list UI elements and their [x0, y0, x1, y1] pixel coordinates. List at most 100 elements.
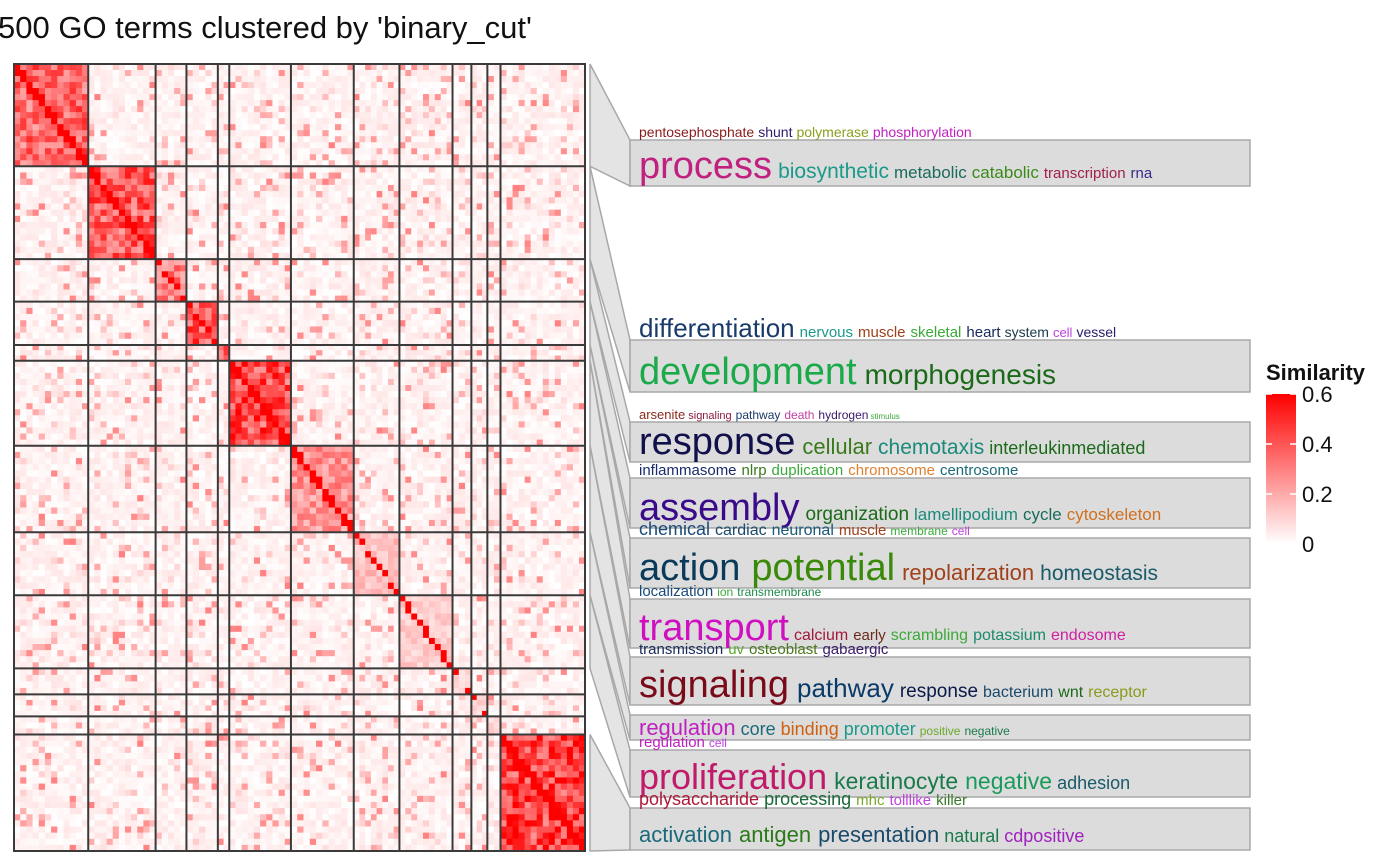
heatmap-cell: [32, 112, 40, 119]
heatmap-cell: [482, 160, 488, 167]
heatmap-cell: [512, 172, 519, 180]
heatmap-cell: [376, 332, 383, 340]
heatmap-cell: [14, 228, 21, 235]
heatmap-cell: [180, 320, 187, 327]
heatmap-cell: [75, 338, 83, 346]
heatmap-cell: [417, 130, 424, 137]
heatmap-cell: [423, 332, 430, 340]
heatmap-cell: [482, 148, 488, 155]
heatmap-cell: [322, 70, 330, 77]
heatmap-cell: [578, 259, 586, 266]
heatmap-cell: [316, 228, 323, 235]
heatmap-cell: [161, 433, 169, 441]
heatmap-cell: [20, 88, 27, 95]
heatmap-cell: [334, 259, 342, 266]
heatmap-cell: [309, 172, 317, 180]
heatmap-cell: [284, 350, 292, 356]
heatmap-cell: [137, 82, 144, 89]
heatmap-cell: [235, 191, 242, 198]
heatmap-cell: [69, 259, 77, 266]
heatmap-cell: [399, 166, 406, 173]
heatmap-cell: [572, 112, 580, 119]
heatmap-cell: [566, 154, 574, 161]
heatmap-cell: [500, 320, 507, 327]
heatmap-cell: [417, 118, 424, 125]
heatmap-cell: [118, 228, 126, 235]
heatmap-cell: [167, 124, 175, 131]
heatmap-cell: [365, 118, 372, 125]
heatmap-cell: [266, 203, 273, 211]
heatmap-cell: [14, 178, 21, 186]
heatmap-cell: [229, 94, 236, 101]
heatmap-cell: [446, 118, 453, 125]
heatmap-cell: [38, 154, 46, 161]
heatmap-cell: [566, 197, 574, 204]
heatmap-cell: [297, 252, 304, 260]
heatmap-cell: [241, 338, 249, 346]
heatmap-cell: [328, 301, 336, 309]
heatmap-cell: [452, 271, 460, 278]
heatmap-cell: [493, 252, 501, 260]
heatmap-cell: [471, 289, 478, 296]
heatmap-cell: [124, 421, 132, 428]
heatmap-cell: [322, 197, 330, 204]
heatmap-cell: [411, 184, 418, 192]
heatmap-cell: [322, 228, 330, 235]
heatmap-cell: [542, 259, 550, 266]
heatmap-cell: [20, 70, 27, 77]
heatmap-cell: [106, 82, 114, 89]
heatmap-cell: [155, 136, 163, 143]
heatmap-cell: [452, 228, 460, 235]
heatmap-cell: [199, 265, 206, 272]
heatmap-cell: [63, 277, 71, 284]
heatmap-cell: [69, 421, 77, 428]
heatmap-cell: [235, 355, 242, 362]
heatmap-cell: [309, 178, 317, 186]
heatmap-cell: [235, 295, 242, 303]
heatmap-cell: [353, 259, 360, 266]
heatmap-cell: [149, 277, 157, 284]
heatmap-cell: [399, 240, 406, 248]
heatmap-cell: [26, 112, 33, 119]
heatmap-cell: [512, 332, 519, 340]
heatmap-cell: [512, 283, 519, 290]
heatmap-cell: [530, 289, 538, 296]
heatmap-cell: [341, 148, 348, 155]
heatmap-cell: [428, 283, 436, 290]
heatmap-cell: [26, 277, 33, 284]
heatmap-cell: [63, 94, 71, 101]
heatmap-cell: [572, 307, 580, 315]
heatmap-cell: [57, 391, 64, 398]
heatmap-cell: [411, 240, 418, 248]
heatmap-cell: [137, 391, 144, 398]
heatmap-cell: [192, 307, 200, 315]
heatmap-cell: [199, 314, 206, 321]
heatmap-cell: [118, 283, 126, 290]
heatmap-cell: [512, 82, 519, 89]
heatmap-cell: [382, 118, 389, 125]
heatmap-cell: [428, 326, 436, 333]
heatmap-cell: [94, 76, 101, 83]
heatmap-cell: [423, 307, 430, 315]
heatmap-cell: [247, 184, 255, 192]
heatmap-cell: [63, 320, 71, 327]
heatmap-cell: [322, 118, 330, 125]
heatmap-cell: [284, 76, 292, 83]
heatmap-cell: [471, 130, 478, 137]
heatmap-cell: [260, 197, 267, 204]
heatmap-cell: [186, 172, 194, 180]
heatmap-cell: [284, 124, 292, 131]
heatmap-cell: [536, 166, 544, 173]
heatmap-cell: [316, 100, 323, 107]
heatmap-cell: [458, 154, 466, 161]
heatmap-cell: [247, 228, 255, 235]
heatmap-cell: [572, 209, 580, 217]
heatmap-cell: [399, 118, 406, 125]
heatmap-cell: [112, 76, 120, 83]
heatmap-cell: [20, 338, 27, 346]
heatmap-cell: [382, 130, 389, 137]
heatmap-cell: [572, 259, 580, 266]
heatmap-cell: [44, 136, 52, 143]
heatmap-cell: [272, 118, 279, 125]
heatmap-cell: [223, 130, 230, 137]
